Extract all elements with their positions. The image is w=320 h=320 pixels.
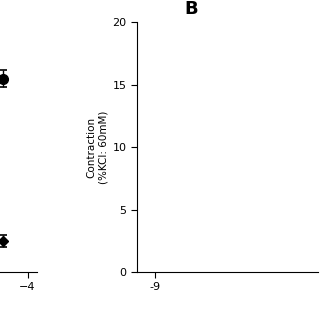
Y-axis label: Contraction
(%KCl: 60mM): Contraction (%KCl: 60mM) — [87, 110, 108, 184]
Title: B: B — [185, 0, 198, 18]
